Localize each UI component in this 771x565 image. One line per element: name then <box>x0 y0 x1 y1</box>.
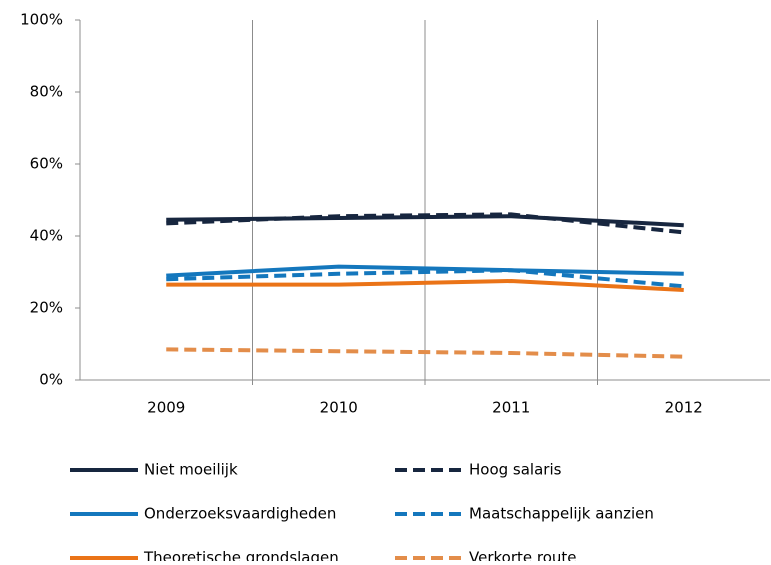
legend-label: Theoretische grondslagen <box>143 549 339 562</box>
legend-label: Maatschappelijk aanzien <box>469 505 654 523</box>
y-tick-label: 60% <box>30 155 63 173</box>
legend-label: Verkorte route <box>469 549 577 562</box>
x-tick-label: 2012 <box>665 399 703 417</box>
y-tick-label: 40% <box>30 227 63 245</box>
x-tick-label: 2011 <box>492 399 530 417</box>
y-tick-label: 100% <box>20 11 63 29</box>
y-tick-label: 80% <box>30 83 63 101</box>
x-tick-label: 2010 <box>320 399 358 417</box>
series-line <box>166 278 684 292</box>
legend-label: Hoog salaris <box>469 461 562 479</box>
series-line <box>166 212 684 235</box>
legend-label: Onderzoeksvaardigheden <box>144 505 336 523</box>
y-tick-label: 0% <box>39 371 63 389</box>
y-tick-label: 20% <box>30 299 63 317</box>
series-line <box>166 268 684 289</box>
x-tick-label: 2009 <box>147 399 185 417</box>
legend-label: Niet moeilijk <box>144 461 238 479</box>
series-line <box>166 264 684 278</box>
series-line <box>166 347 684 359</box>
